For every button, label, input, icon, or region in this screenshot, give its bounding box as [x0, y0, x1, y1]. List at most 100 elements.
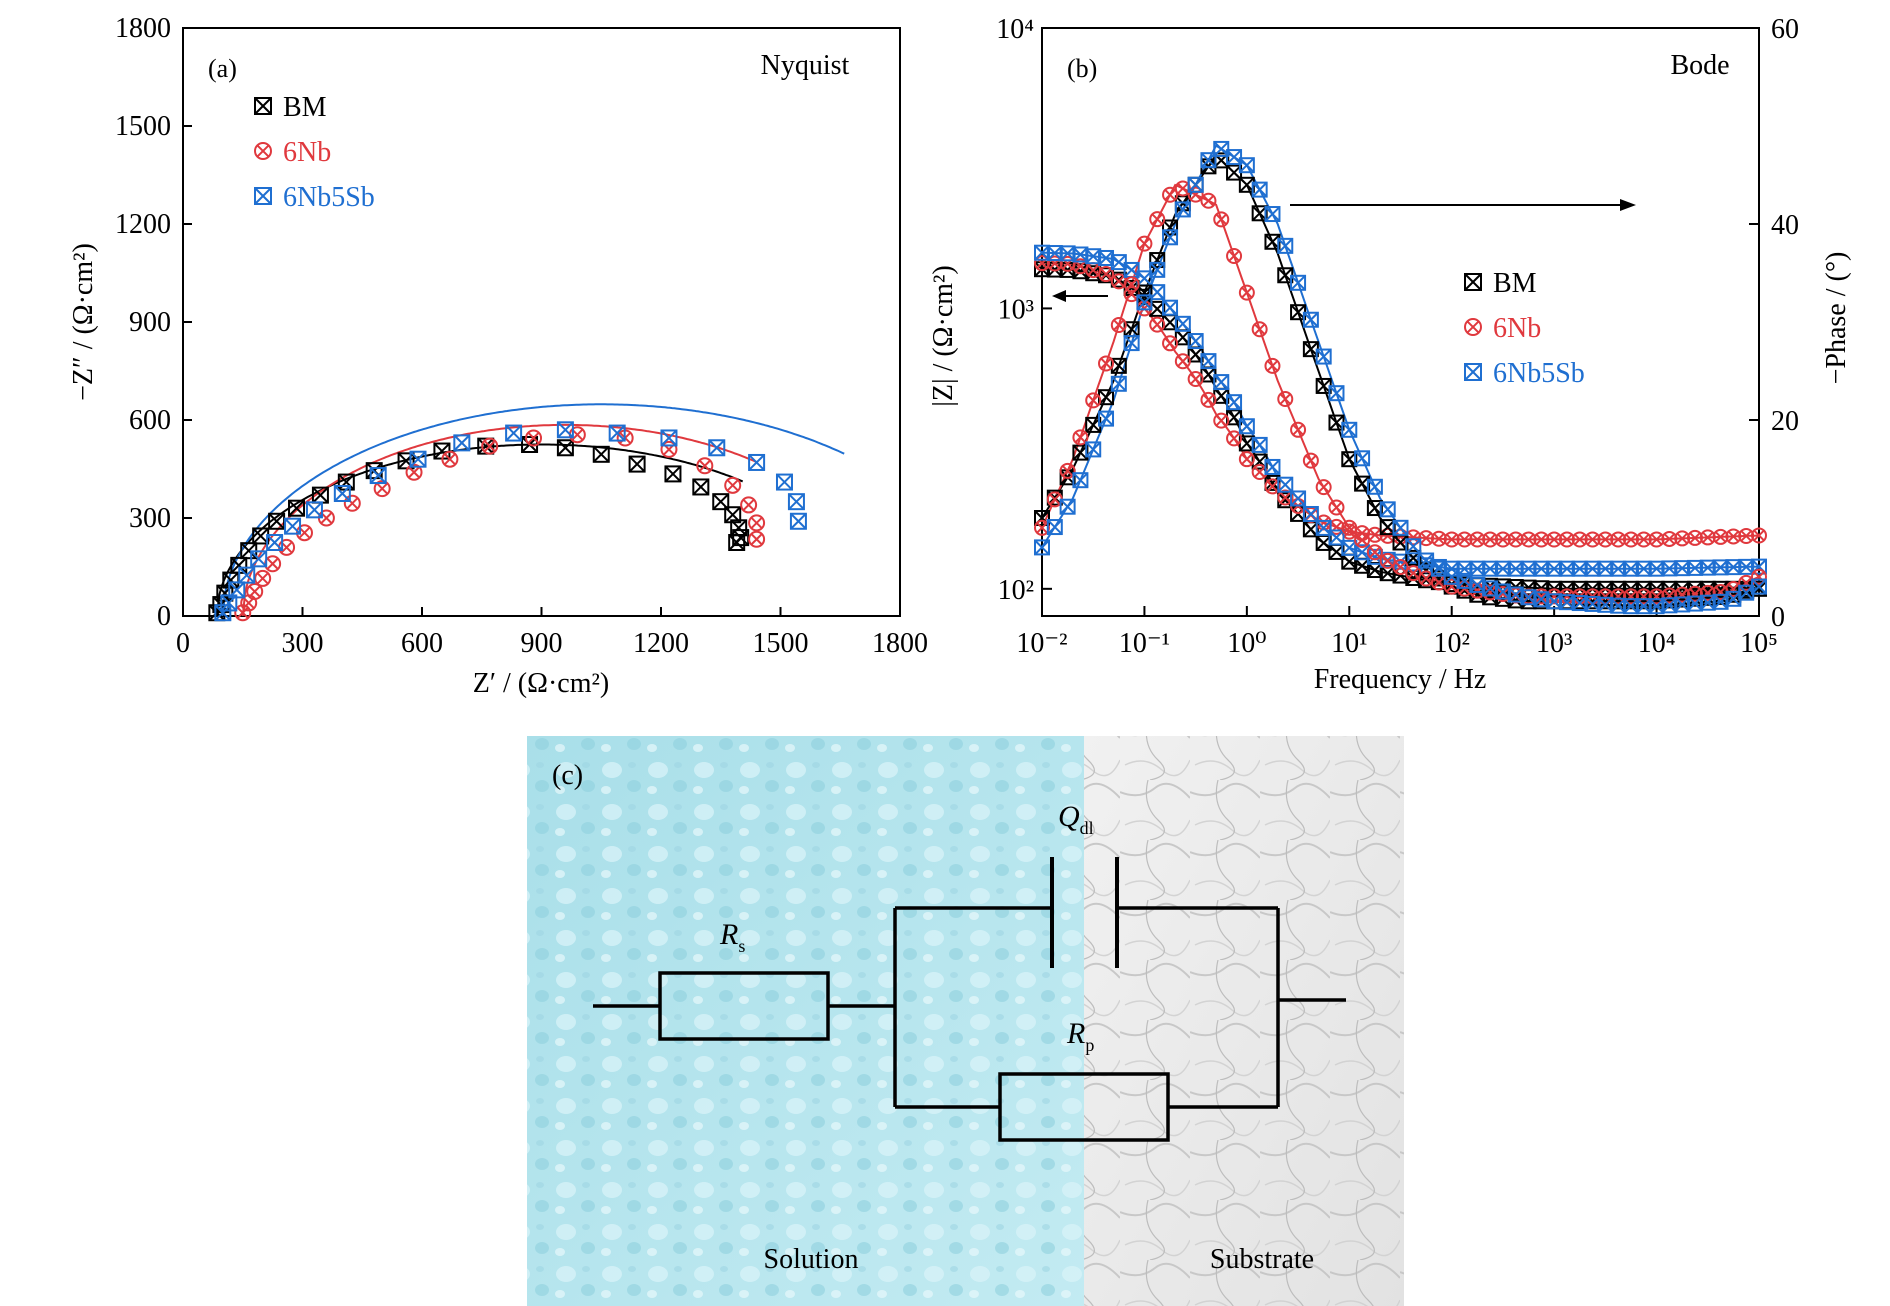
bode-point-6Nb5Sb-|Z| [1725, 559, 1742, 576]
bode-point-BM-phase [1379, 519, 1396, 536]
nyquist-point-6Nb5Sb [369, 467, 387, 485]
bode-point-6Nb5Sb-|Z| [1558, 560, 1575, 577]
water-drops-texture [527, 736, 1084, 1306]
bode-point-6Nb5Sb-phase [1162, 229, 1179, 246]
nyquist-point-6Nb5Sb [708, 439, 726, 457]
bode-point-6Nb-phase [1251, 321, 1268, 338]
bode-point-6Nb5Sb-|Z| [1098, 249, 1115, 266]
bode-x-tick-label: 10⁻² [1016, 628, 1067, 659]
bode-point-6Nb-|Z| [1712, 528, 1729, 545]
bode-point-6Nb-|Z| [1264, 478, 1281, 495]
bode-point-6Nb-|Z| [1648, 531, 1665, 548]
bode-point-6Nb-|Z| [1277, 489, 1294, 506]
bode-point-6Nb5Sb-|Z| [1622, 560, 1639, 577]
bode-left-tick-label: 10² [998, 575, 1034, 606]
bode-data-points [1034, 140, 1767, 615]
bode-point-6Nb5Sb-|Z| [1174, 315, 1191, 332]
bode-point-6Nb-|Z| [1213, 412, 1230, 429]
bode-point-BM-phase [1366, 500, 1383, 517]
nyquist-point-6Nb [246, 583, 264, 600]
bode-point-6Nb5Sb-phase [1264, 206, 1281, 223]
bode-point-6Nb5Sb-|Z| [1366, 548, 1383, 565]
legend-marker-6Nb5Sb [254, 187, 272, 205]
bode-point-6Nb-phase [1072, 429, 1089, 446]
solution-label: Solution [764, 1244, 859, 1275]
bode-point-6Nb5Sb-|Z| [1085, 248, 1102, 265]
bode-point-6Nb5Sb-phase [1290, 274, 1307, 291]
bode-point-6Nb-phase [1162, 186, 1179, 203]
bode-point-6Nb5Sb-|Z| [1149, 284, 1166, 301]
nyquist-x-axis-label: Z′ / (Ω·cm²) [473, 668, 609, 699]
nyquist-y-tick-label: 600 [129, 405, 171, 436]
bode-point-6Nb5Sb-phase [1046, 519, 1063, 536]
bode-point-6Nb5Sb-|Z| [1328, 529, 1345, 546]
bode-point-6Nb-|Z| [1622, 531, 1639, 548]
nyquist-fit-6Nb5Sb [221, 403, 845, 616]
bode-point-6Nb-phase [1123, 276, 1140, 293]
bode-point-6Nb5Sb-phase [1430, 560, 1447, 577]
nyquist-point-6Nb5Sb [266, 534, 284, 551]
bode-point-6Nb-phase [1238, 284, 1255, 301]
bode-point-6Nb5Sb-phase [1059, 498, 1076, 515]
nyquist-x-tick-label: 1200 [633, 628, 689, 659]
nyquist-point-BM [692, 478, 710, 496]
bode-x-tick-label: 10⁰ [1227, 628, 1266, 659]
nyquist-y-tick-label: 900 [129, 307, 171, 338]
nyquist-point-6Nb5Sb [608, 424, 626, 442]
bode-point-6Nb5Sb-phase [1354, 450, 1371, 467]
nyquist-point-BM [592, 445, 610, 463]
bode-point-6Nb5Sb-phase [1034, 539, 1050, 556]
bode-point-6Nb-phase [1302, 452, 1319, 469]
nyquist-point-6Nb [441, 450, 459, 468]
nyquist-point-6Nb5Sb [250, 550, 268, 568]
bode-point-6Nb-phase [1149, 211, 1166, 228]
bode-title: Bode [1670, 50, 1729, 81]
bode-point-BM-phase [1354, 475, 1371, 492]
bode-point-6Nb-|Z| [1610, 531, 1627, 548]
bode-point-BM-phase [1072, 444, 1089, 461]
nyquist-ticks: 0 300 600 900 1200 1500 1800 0 300 600 900 1200 1500… [115, 13, 928, 659]
bode-point-BM-|Z| [1315, 534, 1332, 551]
bode-point-6Nb5Sb-|Z| [1187, 333, 1204, 350]
bode-point-6Nb5Sb-phase [1558, 594, 1575, 611]
equivalent-circuit-panel: (c) Rs Qdl Rp Solution Substrate [527, 736, 1404, 1306]
bode-point-6Nb-|Z| [1699, 529, 1716, 546]
rs-label: Rs [719, 918, 745, 956]
capacitor-qdl [1050, 857, 1119, 968]
bode-point-6Nb-phase [1200, 192, 1217, 209]
bode-point-6Nb5Sb-|Z| [1226, 394, 1243, 411]
bode-point-6Nb-|Z| [1674, 530, 1691, 547]
bode-point-6Nb5Sb-|Z| [1661, 560, 1678, 577]
bode-point-6Nb5Sb-phase [1277, 237, 1294, 254]
nyquist-point-BM [728, 534, 746, 551]
bode-point-6Nb5Sb-phase [1328, 385, 1345, 402]
bode-point-6Nb5Sb-phase [1213, 140, 1230, 157]
bode-point-6Nb5Sb-|Z| [1584, 560, 1601, 577]
bode-point-6Nb5Sb-phase [1379, 501, 1396, 518]
nyquist-point-6Nb5Sb [284, 517, 302, 535]
bode-point-6Nb-phase [1366, 544, 1383, 561]
bode-point-6Nb-phase [1277, 391, 1294, 408]
bode-point-6Nb-|Z| [1098, 266, 1115, 283]
bode-point-6Nb-|Z| [1469, 531, 1486, 548]
bode-point-6Nb-phase [1315, 479, 1332, 496]
bode-point-6Nb5Sb-phase [1072, 472, 1089, 489]
bode-right-tick-label: 0 [1771, 602, 1785, 633]
bode-point-6Nb5Sb-|Z| [1315, 519, 1332, 536]
nyquist-title: Nyquist [761, 50, 850, 81]
bode-point-6Nb5Sb-|Z| [1482, 560, 1499, 577]
bode-point-6Nb-|Z| [1635, 531, 1652, 548]
nyquist-x-tick-label: 1500 [753, 628, 809, 659]
bode-point-6Nb-phase [1213, 211, 1230, 228]
bode-point-6Nb5Sb-|Z| [1238, 418, 1255, 435]
nyquist-point-6Nb5Sb [453, 434, 471, 452]
bode-point-6Nb-phase [1328, 499, 1345, 516]
bode-point-BM-phase [1251, 205, 1268, 222]
bode-point-6Nb5Sb-phase [1174, 201, 1191, 218]
nyquist-y-tick-label: 1500 [115, 111, 171, 142]
nyquist-x-tick-label: 1800 [872, 628, 928, 659]
bode-point-6Nb-phase [1059, 462, 1076, 479]
bode-point-6Nb5Sb-phase [1456, 572, 1473, 589]
bode-x-tick-label: 10³ [1536, 628, 1572, 659]
bode-point-6Nb5Sb-phase [1507, 586, 1524, 603]
